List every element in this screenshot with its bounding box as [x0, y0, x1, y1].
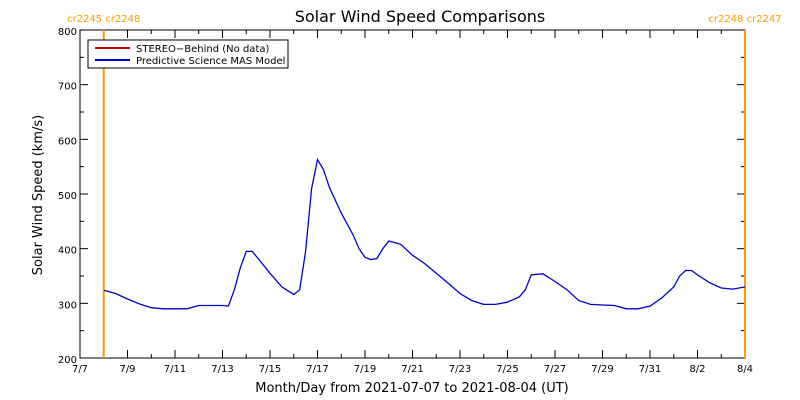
y-tick-label: 600	[58, 136, 77, 147]
x-tick-label: 7/29	[591, 364, 613, 375]
y-tick-label: 700	[58, 82, 77, 93]
x-tick-label: 7/31	[639, 364, 661, 375]
x-tick-label: 7/23	[449, 364, 471, 375]
y-tick-label: 400	[58, 246, 77, 257]
legend-box	[87, 39, 289, 69]
carrington-marker-label: cr2248 cr2247	[708, 14, 781, 25]
y-axis-label: Solar Wind Speed (km/s)	[31, 115, 46, 275]
x-tick-label: 7/13	[211, 364, 233, 375]
x-tick-label: 7/9	[119, 364, 135, 375]
x-tick-label: 7/11	[164, 364, 186, 375]
y-tick-label: 800	[58, 27, 77, 38]
legend-label-mas-model: Predictive Science MAS Model	[136, 56, 285, 67]
y-tick-label: 500	[58, 191, 77, 202]
y-tick-label: 300	[58, 300, 77, 311]
legend-label-stereo-behind: STEREO−Behind (No data)	[136, 44, 269, 55]
y-tick-label: 200	[58, 355, 77, 366]
x-tick-label: 7/25	[496, 364, 518, 375]
x-tick-label: 7/7	[72, 364, 88, 375]
x-axis-label: Month/Day from 2021-07-07 to 2021-08-04 …	[255, 381, 568, 396]
carrington-marker-label: cr2245 cr2248	[67, 14, 140, 25]
x-tick-label: 7/21	[401, 364, 423, 375]
chart-title: Solar Wind Speed Comparisons	[295, 7, 546, 26]
x-tick-label: 7/17	[306, 364, 328, 375]
legend: STEREO−Behind (No data) Predictive Scien…	[87, 39, 289, 69]
carrington-markers: cr2245 cr2248 cr2248 cr2247	[67, 14, 782, 358]
y-axis-ticks: 200 300 400 500 600 700 800	[58, 27, 745, 366]
x-tick-label: 7/27	[544, 364, 566, 375]
x-axis-ticks: 7/7 7/9 7/11 7/13 7/15 7/17 7/19 7/21 7/23 7/25 7/…	[72, 30, 753, 375]
x-tick-label: 7/19	[354, 364, 376, 375]
x-tick-label: 8/2	[689, 364, 705, 375]
x-tick-label: 7/15	[259, 364, 281, 375]
series-layer	[103, 157, 746, 310]
series-line-mas-model	[103, 157, 746, 310]
x-tick-label: 8/4	[737, 364, 753, 375]
